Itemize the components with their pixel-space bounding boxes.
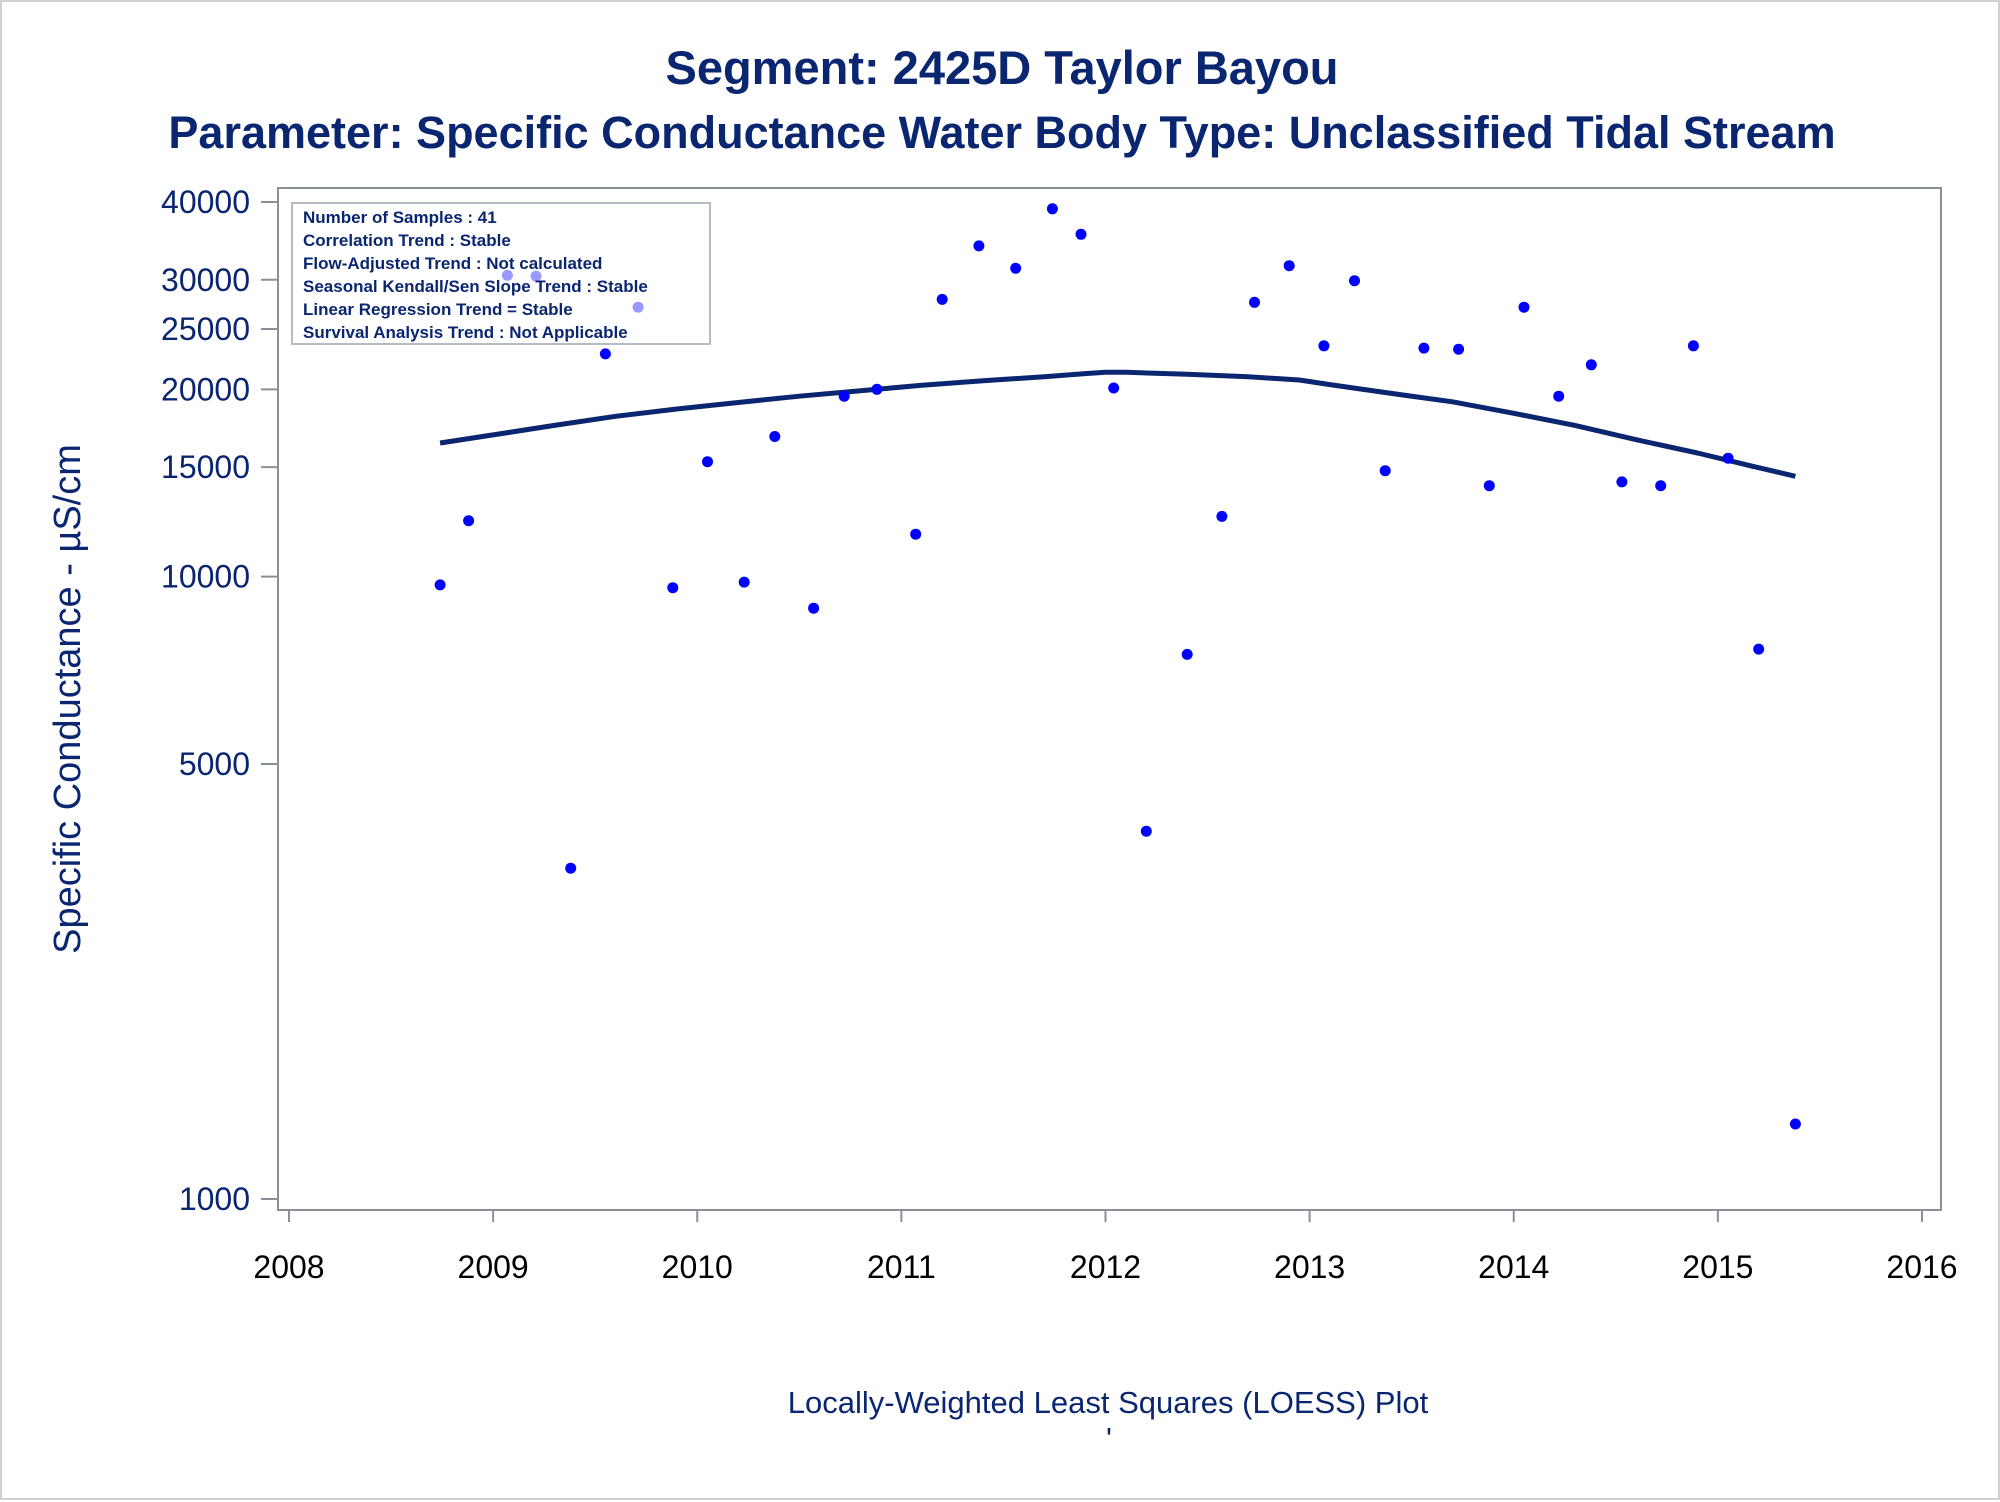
data-point <box>1655 480 1667 492</box>
data-point <box>1283 260 1295 272</box>
data-point <box>1453 343 1465 355</box>
y-tick-label: 20000 <box>161 371 250 407</box>
y-tick-label: 30000 <box>161 262 250 298</box>
y-tick-label: 5000 <box>179 746 250 782</box>
info-line-survival: Survival Analysis Trend : Not Applicable <box>303 323 628 342</box>
chart-subtitle: Parameter: Specific Conductance Water Bo… <box>168 107 1835 158</box>
x-tick-label: 2010 <box>662 1249 733 1285</box>
x-axis: 2008 2009 2010 2011 2012 2013 2014 2015 2016 <box>253 1210 1958 1285</box>
data-point <box>565 862 577 874</box>
x-tick-label: 2009 <box>458 1249 529 1285</box>
data-point <box>1789 1118 1801 1130</box>
data-point <box>1687 340 1699 352</box>
data-point <box>871 383 883 395</box>
data-point <box>738 576 750 588</box>
data-point <box>1349 275 1360 287</box>
x-tick-label: 2012 <box>1070 1249 1141 1285</box>
y-tick-label: 1000 <box>179 1181 250 1217</box>
y-tick-label: 15000 <box>161 449 250 485</box>
info-line-correlation: Correlation Trend : Stable <box>303 231 511 250</box>
loess-line-layer <box>439 369 1796 479</box>
data-point <box>1585 359 1597 371</box>
data-point <box>1418 342 1430 354</box>
y-axis-label: Specific Conductance - µS/cm <box>47 444 89 954</box>
info-box-border <box>291 202 711 345</box>
info-line-linear-regression: Linear Regression Trend = Stable <box>303 300 573 319</box>
y-tick-label: 10000 <box>161 559 250 595</box>
footnote-mark: ' <box>1106 1421 1112 1456</box>
data-point <box>838 390 850 402</box>
chart-title: Segment: 2425D Taylor Bayou <box>665 41 1338 94</box>
data-point <box>1249 296 1260 308</box>
y-axis: 1000 5000 10000 15000 20000 25000 30000 40000 <box>161 184 278 1217</box>
loess-curve <box>439 369 1796 479</box>
info-box: Number of Samples : 41 Correlation Trend… <box>291 202 711 345</box>
data-point <box>1616 476 1628 488</box>
x-tick-label: 2014 <box>1478 1249 1549 1285</box>
info-line-flow-adjusted: Flow-Adjusted Trend : Not calculated <box>303 254 602 273</box>
y-tick-label: 25000 <box>161 311 250 347</box>
data-point <box>936 293 948 305</box>
data-point <box>1553 390 1565 402</box>
x-tick-label: 2016 <box>1886 1249 1957 1285</box>
data-point <box>1046 203 1058 215</box>
data-point <box>599 348 611 360</box>
info-line-seasonal-kendall: Seasonal Kendall/Sen Slope Trend : Stabl… <box>303 277 648 296</box>
data-point <box>463 515 475 527</box>
data-point <box>1753 643 1765 655</box>
data-point <box>1181 648 1193 660</box>
x-tick-label: 2013 <box>1274 1249 1345 1285</box>
data-point <box>808 602 820 614</box>
x-tick-label: 2008 <box>253 1249 324 1285</box>
data-point <box>1108 382 1120 394</box>
data-point <box>1075 228 1087 240</box>
y-tick-label: 40000 <box>161 184 250 220</box>
data-point <box>769 431 781 442</box>
data-point <box>667 582 679 594</box>
data-point <box>434 579 446 591</box>
data-point <box>702 456 713 468</box>
data-point <box>1722 452 1734 464</box>
data-point <box>1140 825 1152 837</box>
data-point <box>1483 480 1495 492</box>
data-point <box>910 528 922 540</box>
data-point <box>1518 301 1530 313</box>
data-point <box>973 240 985 252</box>
data-point <box>1010 262 1022 274</box>
info-line-samples: Number of Samples : 41 <box>303 208 497 227</box>
data-point <box>1318 340 1330 352</box>
x-axis-caption: Locally-Weighted Least Squares (LOESS) P… <box>788 1385 1429 1420</box>
data-point <box>1216 510 1228 522</box>
x-tick-label: 2011 <box>867 1249 936 1285</box>
x-tick-label: 2015 <box>1682 1249 1753 1285</box>
data-point <box>1379 465 1391 477</box>
plot-area <box>277 187 1942 1211</box>
